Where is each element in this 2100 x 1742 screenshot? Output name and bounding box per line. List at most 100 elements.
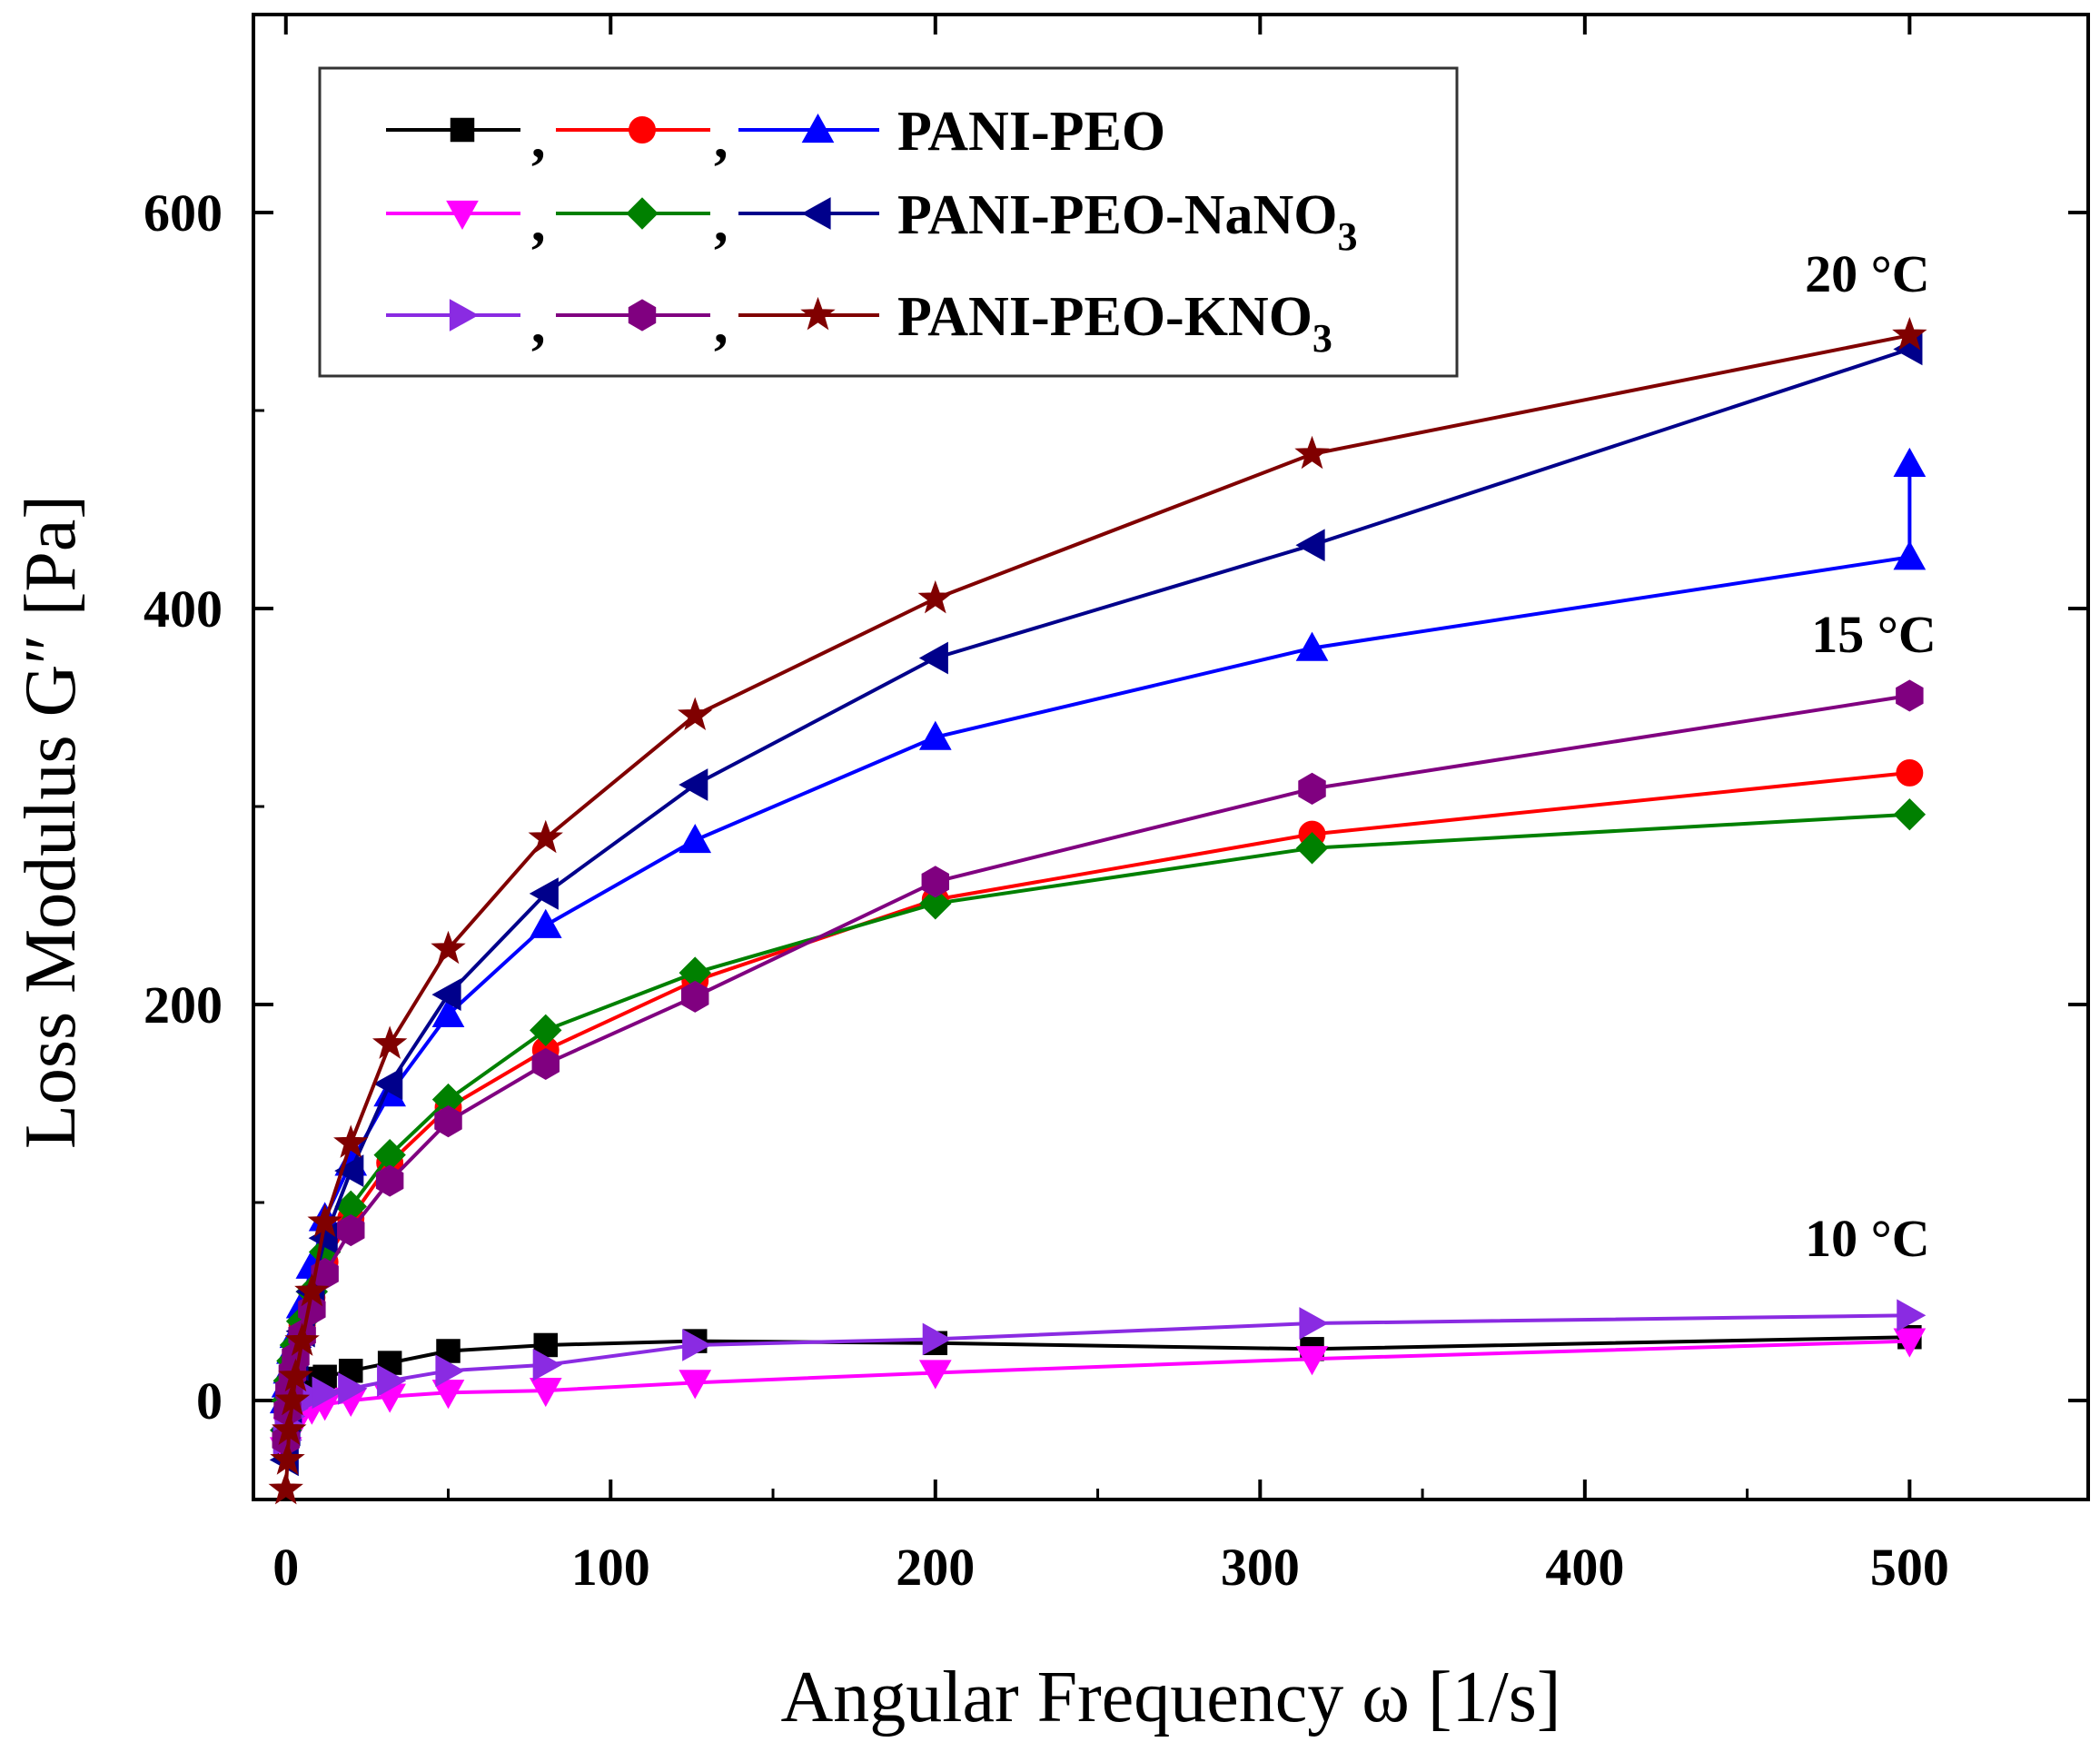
plot-frame: [252, 13, 2090, 1501]
legend-label-main: PANI-PEO: [897, 101, 1165, 163]
data-point: [1295, 832, 1329, 865]
data-point: [375, 1164, 404, 1197]
series-pani-peo-kno3-20-c: [268, 316, 1927, 1505]
data-point: [918, 720, 952, 750]
series-line: [283, 333, 1910, 1490]
legend-label: PANI-PEO-KNO3: [897, 286, 1332, 361]
legend-marker: [450, 117, 475, 143]
legend-label: PANI-PEO: [897, 101, 1165, 163]
data-point: [333, 1124, 369, 1158]
data-point: [431, 997, 465, 1027]
data-point: [530, 1014, 562, 1047]
legend-separator: ,: [714, 108, 728, 170]
x-tick-label: 200: [896, 1538, 975, 1597]
y-tick-label: 200: [144, 975, 223, 1034]
data-point: [338, 1372, 368, 1405]
data-point: [532, 1348, 562, 1381]
data-point: [529, 877, 559, 910]
x-tick-label: 500: [1870, 1538, 1949, 1597]
legend-row: ,, PANI-PEO-NaNO3: [386, 184, 1357, 259]
legend-separator: ,: [714, 192, 728, 253]
x-tick-label: 400: [1545, 1538, 1624, 1597]
data-point: [529, 1378, 562, 1408]
x-tick-label: 100: [571, 1538, 650, 1597]
data-point: [334, 1154, 364, 1187]
data-point: [1295, 529, 1325, 562]
y-tick-label: 0: [196, 1371, 223, 1430]
data-point: [678, 697, 713, 731]
legend: ,, PANI-PEO,, PANI-PEO-NaNO3,, PANI-PEO-KNO…: [318, 66, 1459, 378]
data-point: [337, 1213, 365, 1247]
data-point: [679, 768, 708, 801]
legend-marker: [628, 299, 657, 332]
data-point: [529, 908, 562, 938]
legend-marker: [801, 113, 835, 144]
data-point: [528, 819, 563, 854]
legend-marker: [446, 200, 479, 231]
legend-marker: [449, 299, 480, 332]
data-point: [922, 1322, 952, 1356]
legend-row: ,, PANI-PEO: [386, 101, 1165, 170]
data-point: [435, 1354, 465, 1388]
data-point: [1893, 798, 1927, 831]
data-point: [917, 579, 953, 614]
data-point: [1893, 540, 1927, 570]
data-point: [1893, 1328, 1927, 1358]
data-point: [270, 1441, 305, 1475]
x-axis-title: Angular Frequency ω [1/s]: [780, 1658, 1560, 1737]
data-point: [679, 1370, 712, 1400]
legend-marker: [801, 197, 831, 230]
data-point: [268, 1470, 303, 1505]
data-point: [278, 1358, 313, 1392]
data-point: [373, 1067, 403, 1101]
data-point: [431, 1380, 465, 1410]
legend-separator: ,: [531, 108, 546, 170]
data-point: [1892, 316, 1927, 351]
data-point: [1896, 679, 1924, 712]
legend-box: [318, 66, 1459, 378]
y-axis-ticks: 0 200 400 600: [144, 183, 2088, 1430]
legend-separator: ,: [714, 293, 728, 355]
legend-label-main: PANI-PEO-NaNO: [897, 184, 1337, 246]
data-point: [1299, 1307, 1329, 1340]
temperature-label: 10 °C: [1805, 1209, 1930, 1268]
x-axis-ticks: 0 100 200 300 400 500: [272, 15, 1949, 1597]
y-tick-label: 400: [144, 579, 223, 638]
series-layer: [268, 316, 1927, 1505]
legend-label-main: PANI-PEO-KNO: [897, 286, 1312, 348]
data-point: [312, 1376, 342, 1410]
data-point: [921, 866, 950, 898]
data-point: [1295, 1346, 1329, 1376]
data-point: [274, 1381, 311, 1416]
y-tick-label: 600: [144, 183, 223, 242]
legend-separator: ,: [531, 192, 546, 253]
data-point: [307, 1203, 342, 1238]
legend-marker: [629, 116, 656, 144]
x-tick-label: 300: [1221, 1538, 1300, 1597]
data-point: [919, 887, 952, 920]
data-point: [918, 1360, 952, 1390]
data-point: [377, 1364, 407, 1398]
data-point: [1298, 772, 1326, 805]
temperature-label: 15 °C: [1811, 605, 1937, 664]
data-point: [1893, 447, 1927, 477]
legend-label-subscript: 3: [1312, 316, 1332, 361]
data-point: [434, 1105, 462, 1138]
data-point: [681, 980, 709, 1013]
data-point: [531, 1047, 560, 1080]
temperature-label: 20 °C: [1805, 244, 1930, 303]
data-point: [1294, 435, 1330, 470]
data-point: [284, 1322, 320, 1356]
x-tick-label: 0: [272, 1538, 299, 1597]
data-point: [1897, 1299, 1927, 1332]
data-point: [679, 824, 712, 854]
y-axis-title: Loss Modulus G″ [Pa]: [11, 495, 91, 1149]
data-point: [1896, 758, 1924, 787]
legend-marker: [800, 296, 836, 331]
temperature-annotations: 20 °C 15 °C 10 °C: [1805, 244, 1937, 1268]
legend-marker: [626, 197, 659, 230]
data-point: [294, 1272, 330, 1307]
data-point: [918, 641, 948, 675]
legend-label: PANI-PEO-NaNO3: [897, 184, 1357, 259]
